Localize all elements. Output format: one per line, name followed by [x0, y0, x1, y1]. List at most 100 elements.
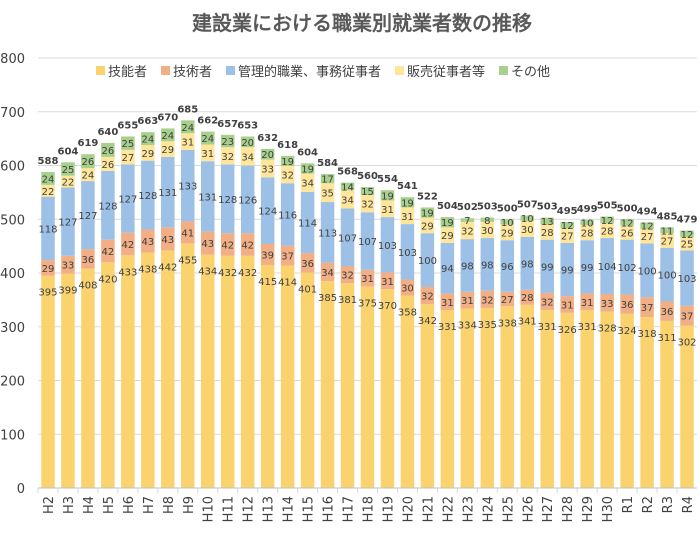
bar-segment — [280, 265, 295, 488]
data-label: 8 — [484, 216, 490, 227]
bar-segment — [220, 147, 235, 165]
data-label: 34 — [341, 195, 354, 206]
bar-segment — [121, 255, 135, 488]
data-label: 20 — [261, 150, 274, 161]
data-label: 107 — [358, 237, 377, 248]
total-label: 495 — [557, 206, 578, 217]
data-label: 24 — [141, 135, 154, 146]
data-label: 335 — [478, 320, 497, 331]
bar-segment — [640, 317, 654, 488]
data-label: 113 — [318, 228, 337, 239]
bar-segment — [300, 163, 315, 174]
x-tick-label: H13 — [262, 496, 277, 522]
data-label: 395 — [38, 288, 57, 299]
data-label: 438 — [138, 265, 157, 276]
bar-segment — [420, 304, 435, 488]
data-label: 20 — [241, 138, 254, 149]
bar-segment — [240, 165, 255, 234]
data-label: 118 — [38, 224, 57, 235]
bar-segment — [520, 289, 535, 305]
data-label: 114 — [298, 218, 317, 229]
data-label: 29 — [501, 228, 514, 239]
bar-segment — [680, 325, 694, 488]
bar-segment — [81, 154, 95, 169]
data-label: 23 — [221, 137, 234, 148]
x-tick-label: H16 — [322, 496, 337, 522]
data-label: 432 — [218, 268, 237, 279]
data-label: 31 — [361, 274, 374, 285]
bar-segment — [420, 207, 435, 218]
bar-segment — [300, 272, 315, 488]
total-label: 655 — [117, 120, 138, 131]
bar-segment — [660, 227, 674, 234]
total-label: 485 — [657, 211, 678, 222]
data-label: 10 — [521, 214, 534, 225]
bar-segment — [400, 279, 415, 296]
data-label: 133 — [178, 182, 197, 193]
bar-segment — [61, 162, 75, 176]
data-label: 37 — [641, 303, 654, 314]
data-label: 24 — [42, 174, 55, 185]
data-label: 19 — [381, 191, 394, 202]
data-label: 42 — [241, 241, 254, 252]
bar-segment — [500, 224, 515, 241]
bar-segment — [101, 142, 115, 157]
data-label: 311 — [657, 333, 676, 344]
bar-segment — [380, 190, 395, 201]
bar-segment — [520, 304, 535, 488]
bar-segment — [81, 168, 95, 182]
bar-segment — [560, 242, 574, 297]
x-tick-label: H15 — [302, 496, 317, 522]
bar-segment — [340, 266, 355, 284]
data-label: 25 — [121, 139, 134, 150]
data-label: 19 — [301, 164, 314, 175]
bar-segment — [380, 200, 395, 218]
bar-segment — [560, 312, 574, 488]
bar-segment — [480, 217, 495, 222]
data-label: 31 — [181, 138, 194, 149]
legend-swatch — [395, 66, 404, 75]
data-label: 36 — [661, 307, 674, 318]
data-label: 32 — [541, 297, 554, 308]
data-label: 19 — [441, 218, 454, 229]
bar-segment — [320, 183, 335, 203]
bar-segment — [680, 236, 694, 251]
bar-segment — [400, 295, 415, 488]
bar-segment — [240, 233, 255, 256]
x-axis: H2 H3 H4 H5 H6 H7 H8 H9 H10 H11 H12 H13 H14 H15 H16 H17… — [37, 487, 697, 522]
bar-segment — [280, 166, 295, 184]
bar-segment — [181, 120, 195, 134]
bar-segment — [600, 216, 614, 224]
data-label: 10 — [581, 218, 594, 229]
bar-segment — [41, 260, 55, 276]
legend-swatch — [96, 66, 105, 75]
data-label: 28 — [581, 229, 594, 240]
bar-segment — [620, 313, 634, 488]
bar-segment — [480, 307, 495, 488]
bar-segment — [240, 136, 255, 148]
bar-segment — [460, 218, 475, 222]
bar-segment — [161, 250, 175, 488]
data-label: 12 — [641, 222, 654, 233]
bar-segment — [440, 293, 455, 311]
bar-segment — [220, 164, 235, 234]
data-label: 30 — [481, 226, 494, 237]
total-label: 503 — [537, 202, 558, 213]
data-label: 32 — [461, 227, 474, 238]
data-label: 43 — [161, 235, 174, 246]
legend-label: 管理的職業、事務従事者 — [238, 64, 381, 80]
data-label: 31 — [441, 298, 454, 309]
total-label: 604 — [297, 147, 318, 158]
legend-label: 販売従事者等 — [407, 64, 485, 80]
x-tick-label: H19 — [381, 496, 396, 522]
bar-segment — [460, 291, 475, 309]
data-label: 28 — [601, 227, 614, 238]
bar-segment — [680, 230, 694, 237]
data-label: 433 — [118, 267, 137, 278]
data-label: 127 — [78, 211, 97, 222]
bar-segment — [540, 292, 554, 311]
data-label: 28 — [521, 293, 534, 304]
x-tick-label: H24 — [481, 496, 496, 522]
bar-segment — [200, 161, 215, 232]
bar-segment — [200, 254, 215, 488]
